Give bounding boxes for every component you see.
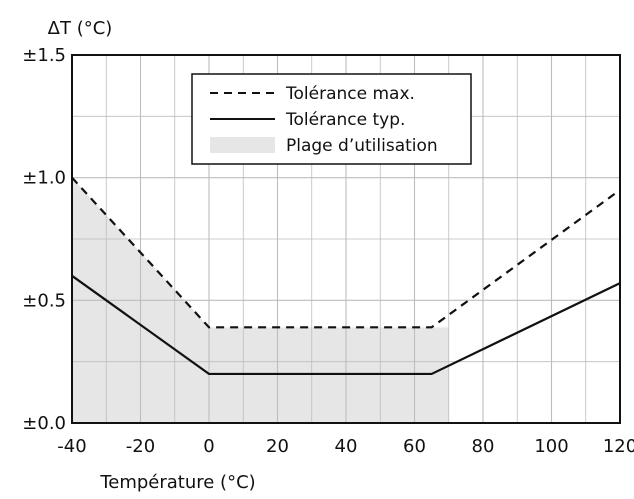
legend-swatch-area	[210, 137, 275, 153]
x-tick-label: -40	[57, 436, 86, 457]
plot-frame	[71, 54, 621, 424]
legend-label-max: Tolérance max.	[285, 84, 415, 104]
x-tick-labels: -40 -20 0 20 40 60 80 100 120	[57, 436, 634, 457]
y-tick-label: ±0.0	[22, 413, 66, 434]
x-tick-label: 100	[534, 436, 568, 457]
x-tick-label: 120	[603, 436, 634, 457]
x-tick-label: 20	[266, 436, 289, 457]
series-line-max	[71, 176, 621, 329]
x-tick-label: 40	[335, 436, 358, 457]
y-tick-label: ±1.0	[22, 168, 66, 189]
x-tick-label: 80	[472, 436, 495, 457]
legend-label-typ: Tolérance typ.	[285, 110, 405, 130]
x-tick-label: 60	[403, 436, 426, 457]
series-line-typ	[71, 274, 621, 376]
y-tick-labels: ±0.0 ±0.5 ±1.0 ±1.5	[22, 45, 66, 434]
series-lines	[71, 176, 621, 376]
legend: Tolérance max. Tolérance typ. Plage d’ut…	[191, 73, 472, 165]
y-axis-label: ΔT (°C)	[48, 18, 113, 39]
legend-label-area: Plage d’utilisation	[286, 136, 438, 156]
y-tick-label: ±1.5	[22, 45, 66, 66]
x-tick-label: 0	[203, 436, 214, 457]
y-tick-label: ±0.5	[22, 290, 66, 311]
x-axis-label: Température (°C)	[99, 472, 255, 493]
x-tick-label: -20	[126, 436, 155, 457]
